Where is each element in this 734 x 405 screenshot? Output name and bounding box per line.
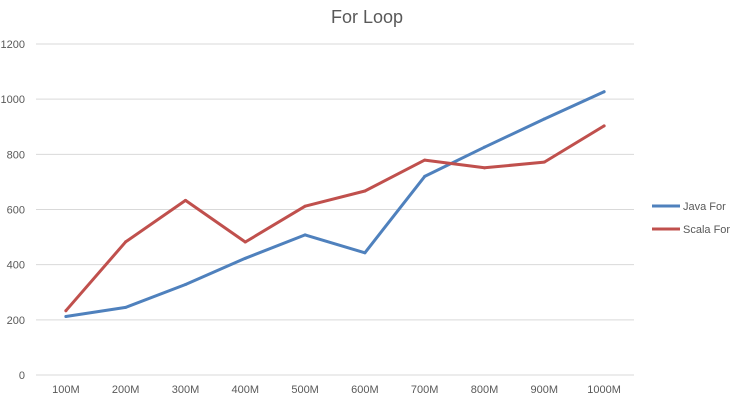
data-point (124, 240, 128, 244)
data-point (363, 251, 367, 255)
data-point (483, 145, 486, 149)
data-point (542, 117, 546, 121)
data-point (602, 90, 606, 94)
x-tick-label: 200M (112, 384, 140, 396)
y-tick-label: 1000 (1, 94, 25, 106)
data-point (483, 166, 486, 170)
data-point (184, 198, 187, 202)
data-point (64, 309, 68, 313)
x-tick-label: 400M (232, 384, 260, 396)
data-point (363, 189, 367, 193)
data-point (303, 204, 307, 208)
x-tick-label: 500M (291, 384, 319, 396)
y-tick-label: 600 (7, 205, 25, 217)
chart-title: For Loop (331, 7, 403, 27)
data-point (243, 256, 247, 260)
series-lines (64, 90, 606, 319)
y-tick-label: 200 (7, 315, 25, 327)
data-point (124, 305, 128, 309)
data-point (602, 124, 606, 128)
y-axis-ticks: 0 200 400 600 800 1000 1200 (1, 39, 25, 382)
data-point (243, 240, 247, 244)
data-point (423, 158, 427, 162)
series-line-java-for (64, 90, 606, 318)
data-point (64, 315, 68, 319)
x-tick-label: 700M (411, 384, 439, 396)
y-tick-label: 1200 (1, 39, 25, 51)
data-point (542, 160, 546, 164)
x-tick-label: 1000M (587, 384, 621, 396)
legend-label: Scala For (683, 224, 730, 236)
x-tick-label: 100M (52, 384, 80, 396)
x-axis-ticks: 100M 200M 300M 400M 500M 600M 700M 800M 900M 1000… (52, 384, 621, 396)
x-tick-label: 900M (531, 384, 559, 396)
x-tick-label: 800M (471, 384, 499, 396)
y-tick-label: 800 (7, 149, 25, 161)
gridlines (36, 43, 634, 376)
legend-label: Java For (683, 201, 726, 213)
y-tick-label: 400 (7, 260, 25, 272)
x-tick-label: 300M (172, 384, 200, 396)
data-point (184, 283, 187, 287)
x-tick-label: 600M (351, 384, 379, 396)
y-tick-label: 0 (19, 370, 25, 382)
data-point (423, 174, 427, 178)
series-line-scala-for (64, 124, 606, 313)
data-point (303, 233, 307, 237)
legend: Java For Scala For (652, 201, 730, 236)
